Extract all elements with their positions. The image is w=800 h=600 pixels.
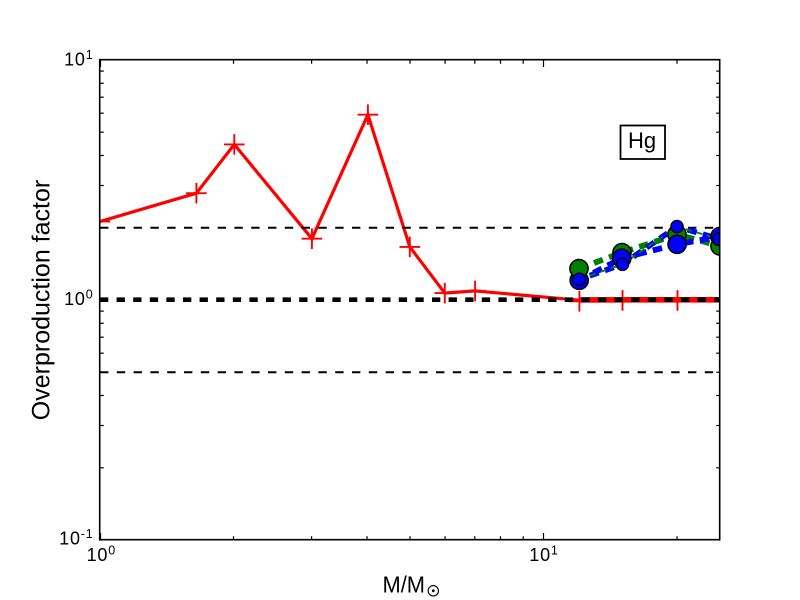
svg-text:Overproduction factor: Overproduction factor bbox=[28, 180, 56, 420]
svg-text:100: 100 bbox=[87, 544, 116, 566]
svg-text:M/M: M/M bbox=[383, 571, 426, 597]
svg-text:Hg: Hg bbox=[628, 128, 656, 153]
svg-text:101: 101 bbox=[529, 544, 558, 566]
svg-text:100: 100 bbox=[64, 288, 93, 310]
svg-text:101: 101 bbox=[64, 48, 93, 70]
